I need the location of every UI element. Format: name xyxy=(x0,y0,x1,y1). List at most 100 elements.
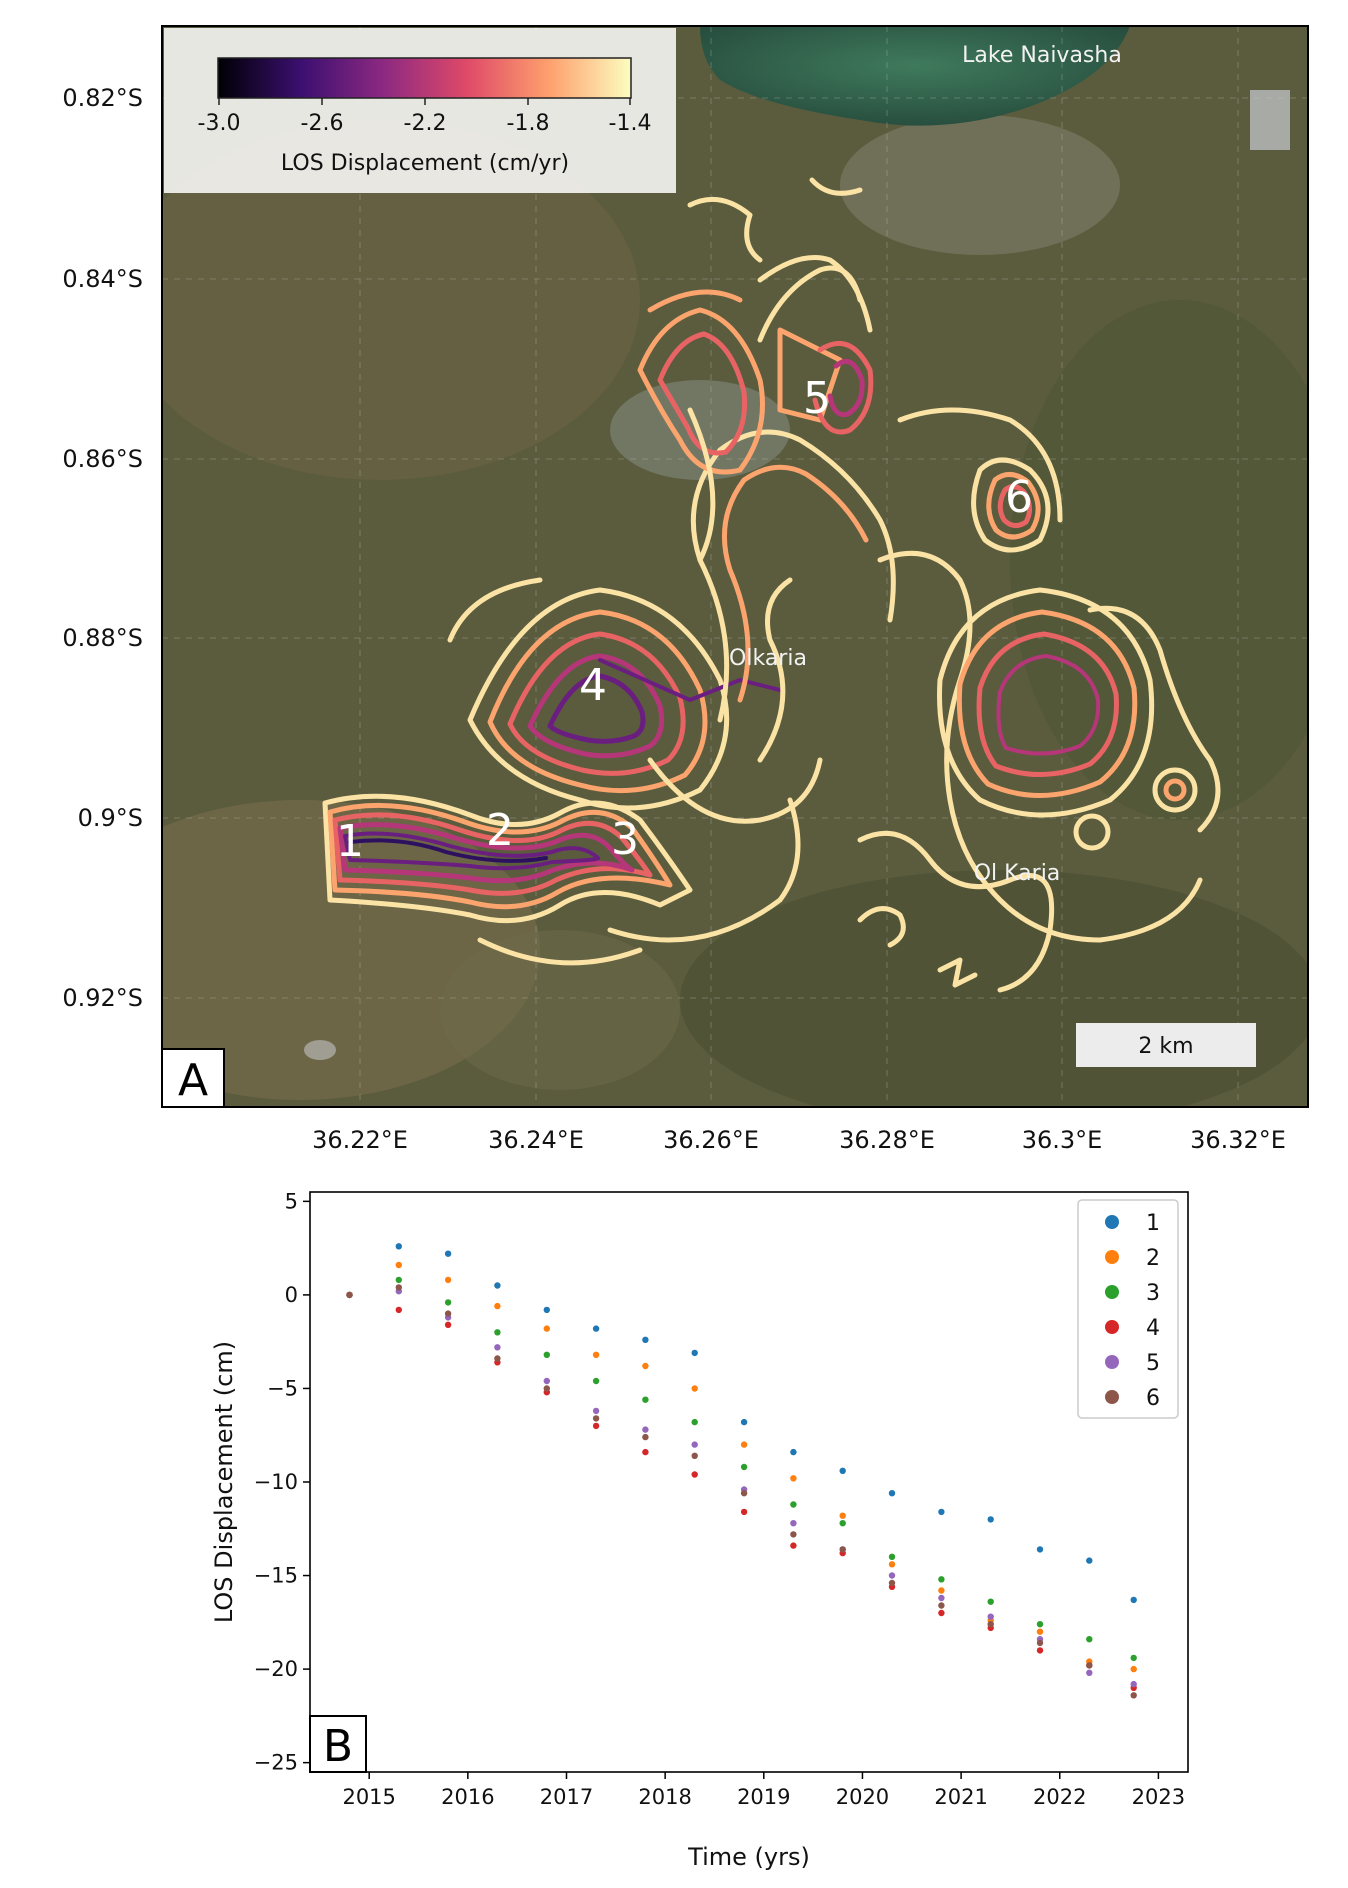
data-point xyxy=(444,1276,452,1284)
legend-label: 3 xyxy=(1146,1281,1160,1306)
panel-label-b-text: B xyxy=(323,1721,353,1772)
data-point xyxy=(494,1302,501,1310)
data-point xyxy=(790,1542,797,1549)
data-point xyxy=(938,1594,945,1602)
panel-label-b: B xyxy=(309,1715,367,1773)
x-tick-label: 2020 xyxy=(836,1785,889,1809)
data-point xyxy=(395,1276,402,1284)
site-label-6: 6 xyxy=(1005,472,1033,523)
scatter-points xyxy=(346,1243,1137,1699)
data-point xyxy=(494,1344,501,1351)
y-tick-label: 5 xyxy=(285,1189,298,1213)
data-point xyxy=(790,1501,797,1508)
legend-marker xyxy=(1105,1390,1119,1404)
data-point xyxy=(543,1377,550,1385)
y-tick-label: −20 xyxy=(254,1657,298,1681)
panel-label-a-text: A xyxy=(178,1055,208,1106)
data-point xyxy=(1130,1692,1137,1699)
x-tick-label: 2018 xyxy=(638,1785,691,1809)
data-point xyxy=(395,1306,402,1314)
site-label-1: 1 xyxy=(336,816,364,867)
colorbar xyxy=(217,57,632,99)
x-tick-label: 2022 xyxy=(1033,1785,1086,1809)
data-point xyxy=(888,1553,896,1561)
lake-naivasha xyxy=(700,26,1130,126)
legend-marker xyxy=(1105,1250,1119,1264)
data-point xyxy=(1130,1680,1137,1688)
data-point xyxy=(444,1250,452,1257)
data-point xyxy=(691,1471,698,1478)
site-label-3: 3 xyxy=(611,814,639,865)
data-point xyxy=(790,1531,797,1538)
site-label-2: 2 xyxy=(486,805,514,856)
map-frame xyxy=(161,25,1309,1108)
panel-label-a: A xyxy=(161,1048,225,1108)
data-point xyxy=(1086,1662,1093,1669)
data-point xyxy=(1036,1628,1044,1635)
data-point xyxy=(642,1362,649,1370)
data-point xyxy=(642,1433,649,1441)
data-point xyxy=(839,1546,846,1553)
data-point xyxy=(740,1441,748,1448)
data-point xyxy=(444,1310,452,1317)
colorbar-tick: -3.0 xyxy=(198,111,241,136)
site-labels: 1 2 3 4 5 6 xyxy=(336,373,1033,867)
place-label-ol-karia: Ol Karia xyxy=(974,861,1061,886)
lon-tick-label: 36.22°E xyxy=(312,1126,408,1154)
data-point xyxy=(790,1520,797,1527)
y-tick-label: −5 xyxy=(267,1376,298,1400)
data-point xyxy=(888,1561,896,1568)
place-label-lake-naivasha: Lake Naivasha xyxy=(962,43,1122,68)
x-tick-label: 2017 xyxy=(540,1785,593,1809)
data-point xyxy=(987,1621,994,1628)
data-point xyxy=(691,1452,698,1460)
map-gridlines xyxy=(162,26,1308,1107)
place-label-olkaria: Olkaria xyxy=(729,646,807,671)
lon-tick-label: 36.32°E xyxy=(1190,1126,1286,1154)
data-point xyxy=(790,1448,797,1456)
data-point xyxy=(1130,1665,1137,1673)
colorbar-label: LOS Displacement (cm/yr) xyxy=(281,151,569,176)
scale-bar-label: 2 km xyxy=(1138,1034,1193,1059)
data-point xyxy=(691,1418,698,1426)
lat-tick-label: 0.9°S xyxy=(78,804,143,832)
series-4 xyxy=(346,1291,1137,1692)
satellite-basemap xyxy=(162,26,1308,1107)
legend-label: 6 xyxy=(1146,1386,1160,1411)
data-point xyxy=(839,1520,846,1527)
x-tick-label: 2023 xyxy=(1132,1785,1185,1809)
plot-area xyxy=(310,1192,1188,1772)
latitude-ticks: 0.82°S 0.84°S 0.86°S 0.88°S 0.9°S 0.92°S xyxy=(62,84,143,1012)
data-point xyxy=(592,1351,600,1359)
data-point xyxy=(642,1426,649,1433)
data-point xyxy=(395,1284,402,1291)
data-point xyxy=(592,1415,600,1422)
colorbar-tick: -2.2 xyxy=(404,111,447,136)
y-axis-label: LOS Displacement (cm) xyxy=(210,1341,238,1623)
panel-a-map: 1 2 3 4 5 6 Lake Naivasha Olkaria Ol Kar… xyxy=(62,25,1309,1154)
data-point xyxy=(888,1572,896,1579)
series-6 xyxy=(346,1284,1137,1699)
colorbar-tick: -1.4 xyxy=(609,111,652,136)
data-point xyxy=(1130,1654,1137,1662)
data-point xyxy=(444,1299,452,1306)
legend-marker xyxy=(1105,1355,1119,1369)
data-point xyxy=(987,1598,994,1605)
colorbar-inset: -3.0 -2.6 -2.2 -1.8 -1.4 LOS Displacemen… xyxy=(164,28,676,193)
data-point xyxy=(592,1325,600,1332)
data-point xyxy=(938,1587,945,1594)
data-point xyxy=(987,1613,994,1620)
data-point xyxy=(691,1441,698,1448)
legend-label: 4 xyxy=(1146,1316,1160,1341)
data-point xyxy=(938,1609,945,1617)
data-point xyxy=(1036,1546,1044,1553)
data-point xyxy=(938,1508,945,1516)
data-point xyxy=(346,1291,353,1299)
data-point xyxy=(691,1349,698,1357)
data-point xyxy=(1036,1647,1044,1654)
data-point xyxy=(444,1321,452,1329)
data-point xyxy=(790,1475,797,1482)
scale-bar: 2 km xyxy=(1076,1023,1256,1067)
legend-box xyxy=(1077,1199,1179,1419)
data-point xyxy=(691,1385,698,1392)
